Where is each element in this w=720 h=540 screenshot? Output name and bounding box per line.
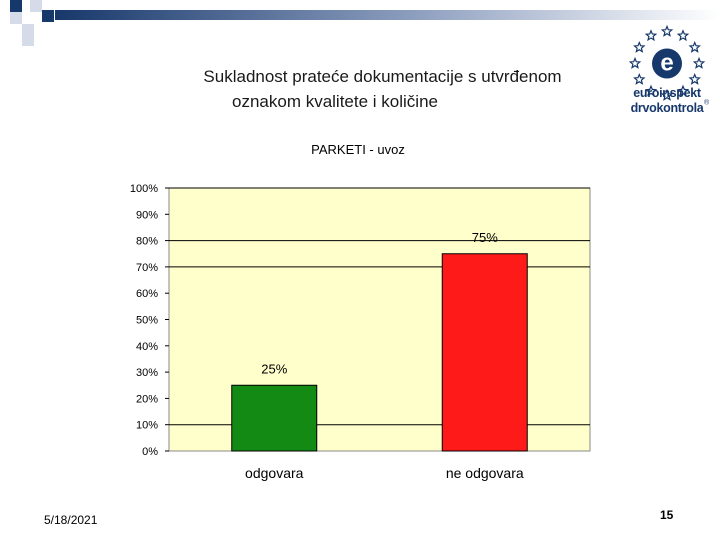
logo-star-icon [688, 40, 701, 53]
bar-value-label: 25% [261, 361, 287, 376]
y-tick-label: 90% [136, 209, 158, 221]
y-tick-label: 10% [136, 420, 158, 432]
logo-star-icon [688, 72, 701, 85]
slide-title-line2: oznakom kvalitete i količine [232, 92, 438, 111]
chart-title: PARKETI - uvoz [311, 142, 405, 157]
logo-star-icon [692, 56, 706, 69]
top-decoration-band [10, 0, 720, 46]
logo-star-icon [660, 24, 674, 37]
euroinspekt-logo: e ® [628, 24, 710, 107]
y-tick-label: 20% [136, 393, 158, 405]
logo-star-icon [660, 88, 674, 101]
page-number: 15 [660, 508, 674, 522]
registered-mark: ® [704, 99, 710, 107]
logo-star-icon [644, 84, 658, 97]
y-tick-label: 30% [136, 367, 158, 379]
y-tick-label: 50% [136, 315, 158, 327]
x-category-label: odgovara [245, 465, 304, 481]
logo-star-icon [644, 29, 658, 42]
slide-title: Sukladnost prateće dokumentacije s utvrđ… [100, 64, 630, 114]
y-tick-label: 70% [136, 262, 158, 274]
bar-2 [441, 253, 528, 452]
y-tick-label: 100% [130, 183, 158, 195]
logo-text-line1: euroinspekt [633, 86, 701, 100]
bar-value-label: 75% [472, 230, 498, 245]
y-tick-label: 60% [136, 288, 158, 300]
logo-star-icon [676, 29, 690, 42]
bars: 25% odgovara 75% ne odgovara [231, 230, 528, 481]
slide-title-line1: Sukladnost prateće dokumentacije s utvrđ… [203, 67, 562, 86]
logo-star-icon [628, 56, 642, 69]
x-category-label: ne odgovara [446, 465, 524, 481]
logo-star-icon [676, 84, 690, 97]
logo-star-icon [633, 72, 646, 85]
logo-text-line2: drvokontrola [630, 101, 704, 115]
y-axis: 0% 10% 20% 30% 40% 50% 60% 70% 80% 90% 100% [130, 183, 169, 458]
star-ring-icon [628, 24, 706, 101]
y-tick-label: 40% [136, 341, 158, 353]
y-tick-label: 80% [136, 236, 158, 248]
bar-1 [231, 384, 318, 452]
y-tick-label: 0% [142, 446, 158, 458]
slide-date: 5/18/2021 [44, 513, 98, 527]
logo-letter: e [660, 50, 673, 77]
logo-circle-icon [652, 48, 682, 79]
logo-star-icon [633, 40, 646, 53]
